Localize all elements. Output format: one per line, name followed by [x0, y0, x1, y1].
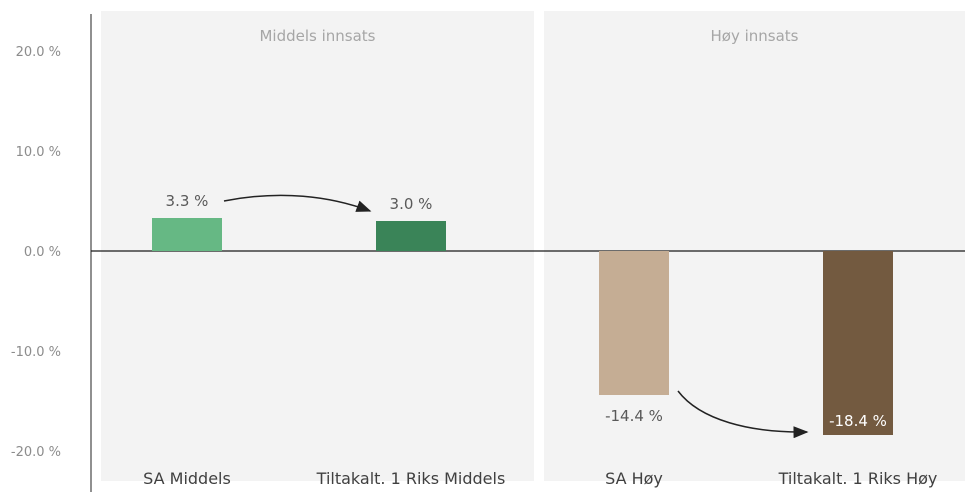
annotation-arrow-2 [677, 390, 809, 439]
category-label-1: SA Middels [143, 469, 231, 488]
bars-layer [152, 218, 893, 435]
category-label-3: SA Høy [605, 469, 663, 488]
data-label-1: 3.3 % [166, 192, 209, 210]
data-label-4: -18.4 % [829, 412, 887, 430]
y-tick-label: 10.0 % [16, 145, 61, 160]
data-label-3: -14.4 % [605, 407, 663, 425]
bar-3 [599, 251, 669, 395]
y-tick-label: -10.0 % [11, 345, 61, 360]
data-label-2: 3.0 % [390, 195, 433, 213]
category-label-4: Tiltakalt. 1 Riks Høy [778, 469, 938, 488]
annotation-arrow-1 [223, 194, 372, 212]
axis-layer: 20.0 % 10.0 % 0.0 % -10.0 % -20.0 % [11, 14, 965, 492]
category-label-2: Tiltakalt. 1 Riks Middels [316, 469, 506, 488]
y-tick-label: 20.0 % [16, 45, 61, 60]
y-tick-label: 0.0 % [24, 245, 61, 260]
y-tick-label: -20.0 % [11, 445, 61, 460]
bar-2 [376, 221, 446, 251]
panels-layer: Middels innsats Høy innsats [101, 11, 965, 481]
labels-layer: 3.3 % 3.0 % -14.4 % -18.4 % SA Middels Tiltak… [143, 192, 937, 488]
panel-header-2: Høy innsats [711, 27, 799, 45]
bar-1 [152, 218, 222, 251]
bar-4 [823, 251, 893, 435]
panel-header-1: Middels innsats [259, 27, 375, 45]
panel-background-2 [544, 11, 965, 481]
